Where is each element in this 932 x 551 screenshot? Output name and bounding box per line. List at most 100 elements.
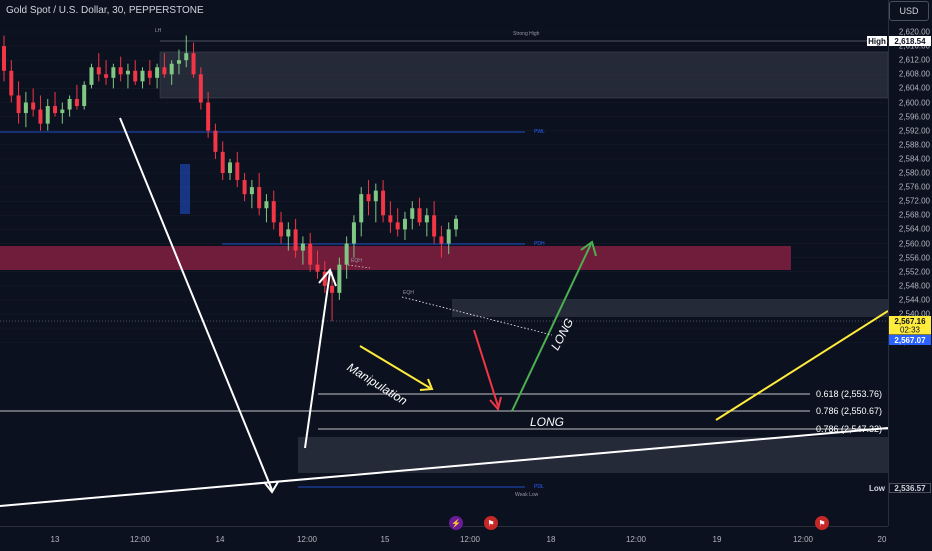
fib-0618-label: 0.618 (2,553.76) <box>816 389 883 399</box>
supply-zone <box>0 246 791 270</box>
price-tick: 2,580.00 <box>898 168 930 178</box>
lower-gray-zone <box>298 437 888 473</box>
candle-body <box>213 130 218 152</box>
candle-body <box>315 264 320 272</box>
candle-body <box>300 243 305 251</box>
time-tick: 13 <box>50 535 60 544</box>
price-axis[interactable]: 2,620.00 2,616.00 2,612.00 2,608.00 2,604.00… <box>888 0 932 526</box>
price-tick: 2,576.00 <box>898 182 930 192</box>
pdl-label: PDL <box>534 484 544 490</box>
candle-body <box>308 243 313 265</box>
price-tick: 2,584.00 <box>898 154 930 164</box>
current-price-tag: 2,567.16 <box>889 316 931 326</box>
pwl-label: PWL <box>534 129 545 135</box>
currency-button[interactable]: USD <box>889 1 929 21</box>
candle-body <box>191 53 196 75</box>
price-tick: 2,572.00 <box>898 196 930 206</box>
candle-body <box>424 215 429 223</box>
eqh-label-2: EQH <box>403 290 414 296</box>
candle-body <box>206 102 211 131</box>
down-arrow-line <box>119 117 273 491</box>
candle-body <box>242 180 247 195</box>
fvg-block <box>180 164 190 214</box>
eqh-label-1: EQH <box>351 258 362 264</box>
candle-body <box>140 70 145 82</box>
candle-body <box>439 236 444 244</box>
lh-label: LH <box>155 28 162 34</box>
candle-body <box>162 67 167 75</box>
red-arrow-line <box>473 329 499 407</box>
candle-body <box>432 215 437 237</box>
current-price-tag-2: 2,567.07 <box>889 335 931 345</box>
up-arrow-line <box>304 271 331 449</box>
manipulation-arrow-head <box>419 378 434 391</box>
candle-body <box>45 106 50 124</box>
candle-body <box>454 218 458 230</box>
manipulation-arrow <box>359 345 431 389</box>
candle-body <box>176 60 181 64</box>
price-tick: 2,588.00 <box>898 140 930 150</box>
candle-body <box>279 222 284 237</box>
time-tick: 12:00 <box>625 535 647 544</box>
upper-gray-zone <box>159 51 889 99</box>
up-arrow-head <box>318 268 337 287</box>
candle-body <box>446 229 451 244</box>
green-arrow-head <box>580 240 597 257</box>
price-tick: 2,608.00 <box>898 69 930 79</box>
price-tick: 2,552.00 <box>898 267 930 277</box>
countdown-tag: 02:33 <box>889 325 931 335</box>
candle-body <box>111 67 116 78</box>
candles <box>2 35 458 322</box>
candle-body <box>344 243 349 265</box>
eqh-dotted-line-2 <box>347 264 371 269</box>
candle-body <box>322 271 327 286</box>
candle-body <box>249 187 254 195</box>
price-tick: 2,540.00 <box>898 309 930 319</box>
candle-body <box>330 285 335 293</box>
price-tick: 2,564.00 <box>898 224 930 234</box>
price-tick: 2,544.00 <box>898 295 930 305</box>
candle-body <box>169 63 174 75</box>
price-tick: 2,620.00 <box>898 27 930 37</box>
chart-svg[interactable] <box>0 0 889 526</box>
candle-body <box>147 70 152 78</box>
candle-body <box>410 208 415 219</box>
candle-body <box>125 70 130 75</box>
strong-high-label: Strong High <box>513 31 540 37</box>
candle-body <box>89 67 94 85</box>
high-tag: High <box>867 36 887 46</box>
lightning-icon[interactable]: ⚡ <box>449 516 463 530</box>
mid-gray-zone <box>452 299 888 317</box>
candle-body <box>373 190 378 202</box>
candle-body <box>402 218 407 230</box>
candle-body <box>118 67 123 75</box>
candle-body <box>351 222 356 244</box>
candle-body <box>74 98 79 107</box>
candle-body <box>395 222 400 230</box>
time-tick: 12:00 <box>129 535 151 544</box>
high-price-tag: 2,618.54 <box>889 36 931 46</box>
candle-body <box>381 190 386 216</box>
candle-body <box>38 109 43 124</box>
candle-body <box>104 74 109 78</box>
candle-body <box>96 67 101 75</box>
candle-body <box>366 194 371 202</box>
low-tag: Low <box>867 483 887 493</box>
trendline-white <box>0 427 889 507</box>
time-axis[interactable]: 13 12:00 14 12:00 15 12:00 18 12:00 19 12:00 20 <box>0 526 888 551</box>
time-tick: 18 <box>546 535 556 544</box>
candle-body <box>257 187 262 209</box>
time-tick: 19 <box>712 535 722 544</box>
price-tick: 2,556.00 <box>898 253 930 263</box>
flag-icon-2[interactable]: ⚑ <box>815 516 829 530</box>
candle-body <box>23 102 28 114</box>
flag-icon[interactable]: ⚑ <box>484 516 498 530</box>
price-tick: 2,560.00 <box>898 239 930 248</box>
candle-body <box>220 151 225 173</box>
green-arrow-line <box>511 243 592 412</box>
candle-body <box>271 201 276 223</box>
candle-body <box>388 215 393 223</box>
price-tick: 2,600.00 <box>898 98 930 107</box>
fib-0786b-label: 0.786 (2,547.32) <box>816 424 883 434</box>
chart-area[interactable]: Gold Spot / U.S. Dollar, 30, PEPPERSTONE… <box>0 0 889 526</box>
